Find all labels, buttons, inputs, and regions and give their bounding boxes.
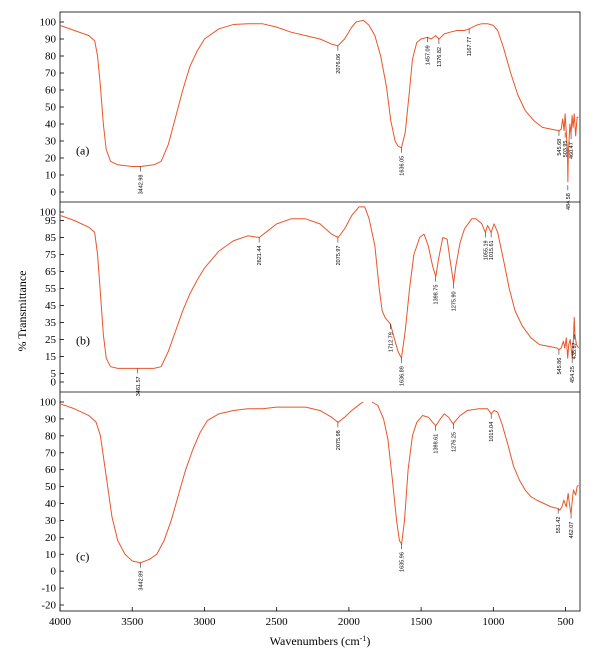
- y-tick-label: 40: [45, 498, 57, 510]
- y-tick-label: 95: [45, 215, 57, 227]
- y-tick-label: 75: [45, 249, 57, 261]
- y-tick-label: 55: [45, 283, 57, 295]
- x-tick-label: 1000: [482, 616, 505, 628]
- peak-label: 1015.61: [489, 240, 495, 260]
- y-tick-label: 70: [45, 447, 57, 459]
- peak-label: 1276.25: [451, 432, 457, 452]
- y-tick-label: -10: [41, 583, 56, 595]
- y-tick-label: 50: [45, 481, 57, 493]
- spectrum-line: [59, 206, 579, 369]
- y-tick-label: 60: [45, 464, 57, 476]
- peak-label: 3461.57: [136, 376, 142, 396]
- x-tick-label: 2000: [338, 616, 361, 628]
- peak-label: 1376.82: [437, 47, 443, 67]
- peak-label: 435.87: [572, 342, 578, 359]
- peak-label: 1636.89: [399, 366, 405, 386]
- y-tick-label: 50: [45, 102, 57, 114]
- y-tick-label: 0: [51, 566, 57, 578]
- panels: 0102030405060708090100(a)3442.982076.061…: [40, 17, 579, 612]
- peak-label: 2621.44: [257, 246, 263, 266]
- x-axis-title-close: ): [366, 634, 370, 648]
- y-tick-label: 100: [40, 207, 57, 219]
- peak-label: 1712.79: [388, 332, 394, 352]
- peak-label: 484.58: [566, 193, 572, 210]
- peak-label: 1635.96: [399, 552, 405, 572]
- y-tick-label: 90: [45, 34, 57, 46]
- y-tick-label: 10: [45, 170, 57, 182]
- spectrum-line: [59, 401, 364, 564]
- panel-label: (c): [76, 549, 89, 563]
- y-tick-label: 45: [45, 300, 57, 312]
- x-tick-label: 500: [557, 616, 574, 628]
- peak-label: 3442.89: [138, 571, 144, 591]
- peak-label: 1398.61: [434, 434, 440, 454]
- y-tick-label: 30: [45, 515, 57, 527]
- peak-label: 2075.98: [336, 430, 342, 450]
- plot-frame: [59, 11, 581, 612]
- peak-label: 3442.98: [138, 175, 144, 195]
- x-axis-title: Wavenumbers (cm-1): [270, 634, 371, 649]
- peak-label: 503.95: [563, 141, 569, 158]
- peak-label: 545.68: [557, 139, 563, 156]
- x-tick-label: 1500: [410, 616, 433, 628]
- y-tick-label: 20: [45, 532, 57, 544]
- x-axis-title-main: Wavenumbers (cm: [270, 634, 361, 648]
- x-tick-label: 4000: [49, 616, 72, 628]
- peak-label: 454.25: [570, 366, 576, 383]
- y-tick-label: 90: [45, 413, 57, 425]
- spectrum-line-2: [371, 401, 579, 545]
- peak-label: 2075.97: [336, 246, 342, 266]
- y-tick-label: 100: [40, 397, 57, 409]
- y-tick-label: 35: [45, 317, 57, 329]
- y-tick-label: 0: [51, 187, 57, 199]
- y-tick-label: 60: [45, 85, 57, 97]
- y-tick-label: 5: [51, 368, 57, 380]
- peak-label: 462.07: [569, 522, 575, 539]
- peak-label: 1636.05: [399, 156, 405, 176]
- peak-label: 1398.75: [434, 285, 440, 305]
- peak-label: 1167.77: [467, 37, 473, 56]
- peak-label: 460.47: [569, 142, 575, 159]
- y-tick-label: 15: [45, 351, 57, 363]
- y-tick-label: 20: [45, 153, 57, 165]
- y-tick-label: 40: [45, 119, 57, 131]
- y-tick-label: -20: [41, 600, 56, 612]
- y-tick-label: 80: [45, 430, 57, 442]
- y-tick-label: 30: [45, 136, 57, 148]
- panel-label: (a): [76, 144, 89, 158]
- panel-3: -20 -10 0 10 20 30 40 50 60 70 80 90 100 (c) 3442.89 20…: [40, 397, 579, 612]
- y-tick-label: 85: [45, 232, 57, 244]
- peak-label: 1015.04: [489, 422, 495, 442]
- y-tick-label: 100: [40, 17, 57, 29]
- y-tick-label: 65: [45, 266, 57, 278]
- y-tick-label: 10: [45, 549, 57, 561]
- peak-label: 1457.09: [425, 45, 431, 65]
- peak-label: 545.86: [557, 358, 563, 375]
- x-tick-label: 3000: [193, 616, 216, 628]
- y-tick-label: 0: [51, 377, 57, 389]
- peak-label: 1055.19: [483, 240, 489, 260]
- x-tick-label: 3500: [121, 616, 144, 628]
- spectrum-line: [59, 19, 579, 183]
- y-tick-label: 70: [45, 68, 57, 80]
- x-axis-title-sup: -1: [360, 634, 367, 643]
- y-axis-title: % Transmittance: [15, 271, 29, 352]
- peak-label: 2076.06: [336, 54, 342, 74]
- panel-1: 0 10 20 30 40 50 60 70 80 90 100 (a) 3442.98 2076.06 1…: [40, 17, 579, 210]
- panel-label: (b): [76, 334, 90, 348]
- y-tick-label: 80: [45, 51, 57, 63]
- y-tick-label: 25: [45, 334, 57, 346]
- x-tick-label: 2500: [266, 616, 289, 628]
- peak-label: 551.42: [556, 517, 562, 534]
- x-axis: 4000 3500 3000 2500 2000 1500 1000 500: [49, 607, 574, 628]
- peak-label: 1275.90: [451, 291, 457, 311]
